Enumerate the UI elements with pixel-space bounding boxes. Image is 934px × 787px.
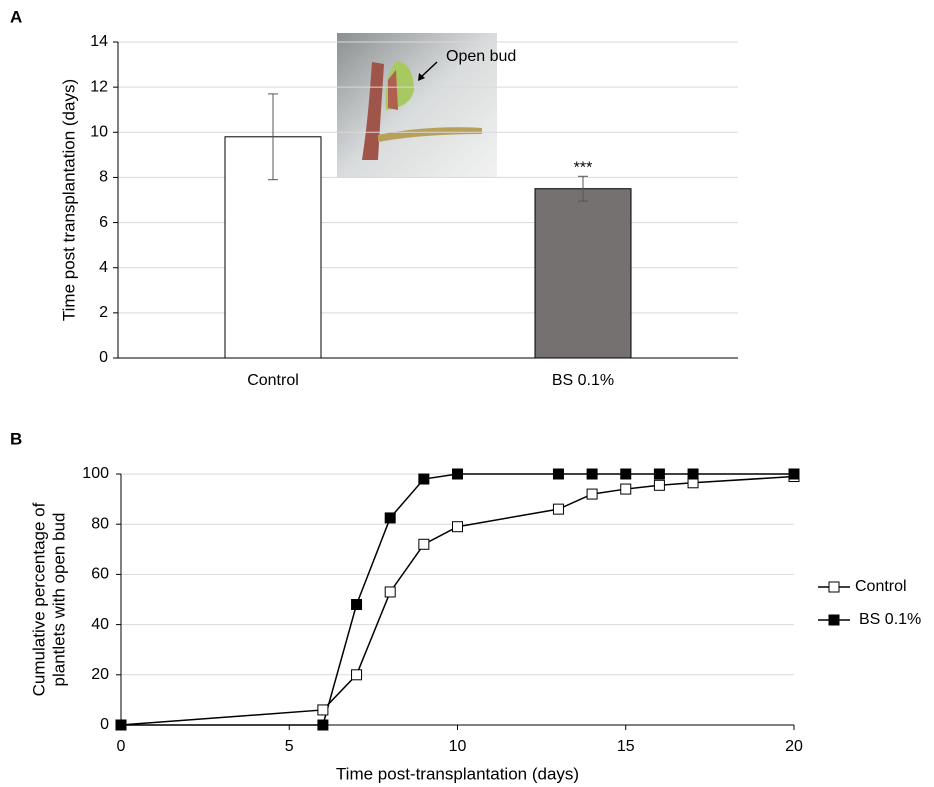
marker — [351, 669, 363, 681]
x-tick-label: 5 — [285, 738, 294, 755]
y-tick-label: 20 — [91, 666, 109, 683]
y-tick-label: 0 — [100, 716, 109, 733]
marker — [788, 468, 800, 480]
marker — [552, 503, 564, 515]
bar — [534, 188, 632, 359]
y-axis-label: plantlets with open bud — [49, 513, 68, 687]
x-tick-label: 20 — [785, 738, 803, 755]
y-tick-label: 2 — [99, 304, 108, 321]
panel-label: A — [10, 7, 22, 26]
error-bar — [268, 93, 278, 181]
x-tick-label: Control — [247, 372, 299, 389]
marker — [115, 719, 127, 731]
inset-photo — [337, 33, 497, 178]
series-line — [121, 473, 794, 726]
inset-label: Open bud — [446, 48, 516, 65]
marker — [418, 538, 430, 550]
marker — [653, 468, 665, 480]
marker — [586, 468, 598, 480]
marker — [317, 704, 329, 716]
x-tick-label: 0 — [117, 738, 126, 755]
y-tick-label: 14 — [90, 33, 108, 50]
marker — [620, 468, 632, 480]
error-bar — [578, 175, 588, 202]
y-tick-label: 12 — [90, 78, 108, 95]
y-tick-label: 80 — [91, 515, 109, 532]
legend-label: BS 0.1% — [859, 611, 921, 628]
x-tick-label: BS 0.1% — [552, 372, 614, 389]
y-tick-label: 60 — [91, 566, 109, 583]
legend-label: Control — [855, 578, 907, 595]
series-line — [120, 475, 795, 726]
marker — [620, 483, 632, 495]
y-tick-label: 10 — [90, 124, 108, 141]
y-tick-label: 100 — [82, 465, 109, 482]
y-axis-label: Cumulative percentage of — [29, 502, 48, 696]
legend-marker — [828, 581, 840, 593]
y-tick-label: 0 — [99, 349, 108, 366]
x-axis-label: Time post-transplantation (days) — [336, 764, 579, 783]
x-tick-label: 10 — [449, 738, 467, 755]
marker — [552, 468, 564, 480]
marker — [452, 521, 463, 533]
marker — [687, 468, 699, 480]
y-tick-label: 6 — [99, 214, 108, 231]
marker — [317, 719, 329, 731]
panel-label: B — [10, 429, 22, 448]
marker — [384, 512, 396, 524]
significance: *** — [574, 160, 593, 177]
marker — [586, 488, 598, 500]
y-tick-label: 4 — [99, 259, 108, 276]
y-tick-label: 40 — [91, 616, 109, 633]
marker — [384, 586, 396, 598]
y-tick-label: 8 — [99, 169, 108, 186]
marker — [452, 468, 463, 480]
marker — [653, 479, 665, 491]
x-tick-label: 15 — [617, 738, 635, 755]
marker — [351, 599, 363, 611]
marker — [418, 473, 430, 485]
legend-marker — [828, 614, 840, 626]
y-axis-label: Time post transplantation (days) — [59, 79, 78, 321]
